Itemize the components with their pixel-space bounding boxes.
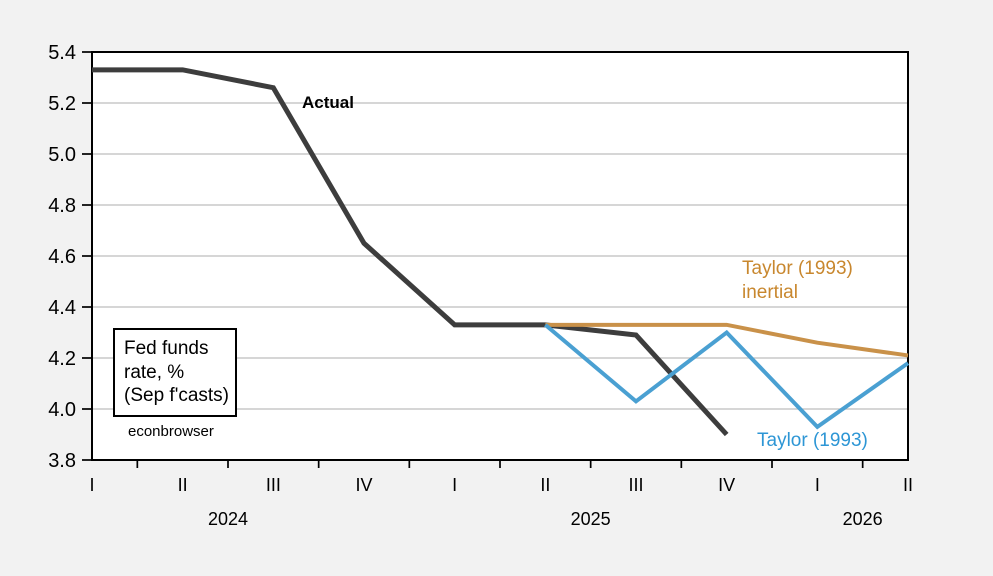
x-quarter-label: IV	[718, 475, 735, 495]
y-tick-label: 4.4	[48, 297, 76, 319]
series-label-taylor-inertial: Taylor (1993) inertial	[742, 257, 853, 305]
chart-note-line1: Fed funds	[124, 338, 209, 359]
series-label-actual: Actual	[302, 93, 354, 112]
x-quarter-label: III	[628, 475, 643, 495]
series-label-taylor-inertial-line2: inertial	[742, 282, 798, 303]
x-year-label: 2026	[843, 509, 883, 529]
y-tick-label: 4.8	[48, 195, 76, 217]
series-line-0	[92, 67, 729, 437]
x-year-label: 2024	[208, 509, 248, 529]
chart-note-line2: rate, %	[124, 361, 185, 383]
x-year-label: 2025	[571, 509, 611, 529]
series-label-taylor: Taylor (1993)	[757, 430, 868, 451]
y-tick-label: 3.8	[48, 450, 76, 472]
y-tick-label: 5.4	[48, 42, 76, 64]
x-quarter-label: IV	[355, 475, 372, 495]
series-label-taylor-inertial-line1: Taylor (1993)	[742, 258, 853, 279]
chart-note-line3: (Sep f'casts)	[124, 385, 229, 406]
watermark: econbrowser	[128, 423, 214, 440]
y-tick-label: 4.2	[48, 348, 76, 370]
x-quarter-label: II	[178, 475, 188, 495]
x-quarter-label: II	[540, 475, 550, 495]
plot-border	[91, 51, 909, 461]
x-quarter-label: I	[815, 475, 820, 495]
y-tick-label: 5.2	[48, 93, 76, 115]
y-tick-label: 4.0	[48, 399, 76, 421]
y-tick-label: 4.6	[48, 246, 76, 268]
x-quarter-label: I	[452, 475, 457, 495]
x-quarter-label: III	[266, 475, 281, 495]
series-line-1	[545, 322, 909, 358]
chart-note-box: Fed funds rate, % (Sep f'casts)	[113, 328, 237, 417]
x-quarter-label: I	[89, 475, 94, 495]
x-quarter-label: II	[903, 475, 913, 495]
y-tick-label: 5.0	[48, 144, 76, 166]
series-line-2	[544, 323, 910, 430]
